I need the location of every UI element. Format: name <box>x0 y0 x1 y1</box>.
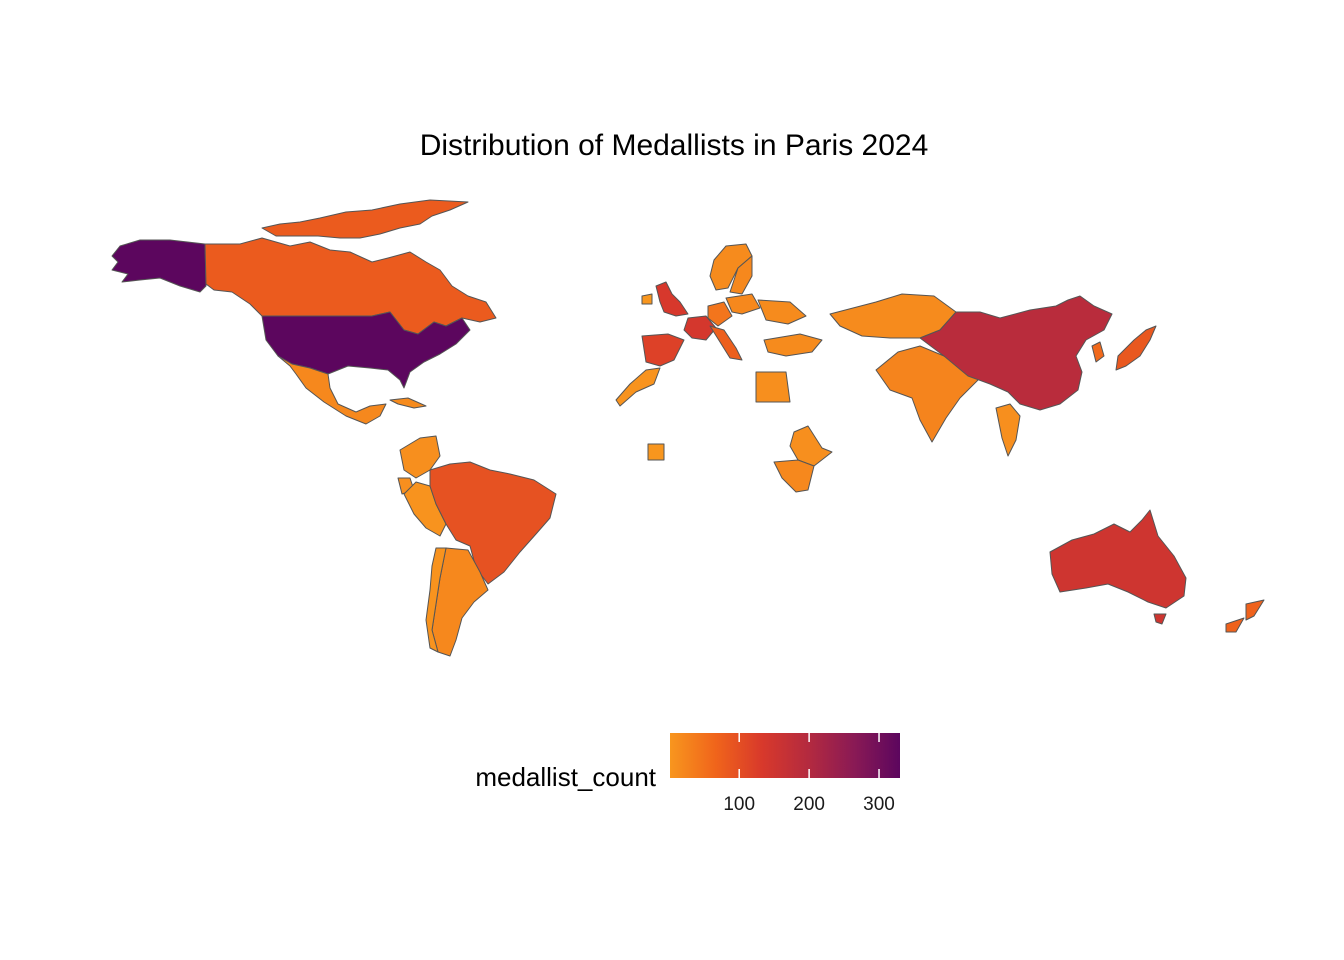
country-chile <box>425 547 447 653</box>
country-south-korea <box>1091 341 1105 363</box>
country-united-states-alaska <box>111 239 207 293</box>
country-brazil <box>429 461 557 585</box>
country-japan <box>1115 325 1157 371</box>
country-sweden <box>729 255 753 295</box>
country-australia-tasmania <box>1153 613 1167 625</box>
country-china <box>919 295 1113 411</box>
country-ireland <box>641 293 653 305</box>
country-cuba <box>389 397 427 409</box>
country-morocco <box>615 367 661 407</box>
legend-tick-label: 200 <box>793 794 825 815</box>
country-italy <box>709 325 743 361</box>
legend-color-bar <box>670 733 900 778</box>
legend-tick-label: 300 <box>863 794 895 815</box>
country-new-zealand <box>1225 599 1265 633</box>
legend-ticks: 100 200 300 <box>723 733 895 815</box>
legend-title: medallist_count <box>475 762 656 792</box>
country-united-kingdom <box>655 281 689 317</box>
countries-layer <box>111 199 1265 657</box>
country-turkey <box>763 333 823 357</box>
country-colombia <box>399 435 441 479</box>
country-mexico <box>277 355 387 425</box>
country-poland <box>725 293 761 315</box>
country-spain <box>641 333 685 367</box>
country-ethiopia <box>789 425 833 467</box>
country-france <box>683 315 717 341</box>
country-egypt <box>755 371 791 403</box>
country-india <box>875 345 979 443</box>
country-kenya <box>773 459 815 493</box>
country-ukraine <box>757 299 807 325</box>
country-germany <box>707 301 733 327</box>
map-title: Distribution of Medallists in Paris 2024 <box>420 129 929 162</box>
country-united-states <box>261 311 471 389</box>
country-australia <box>1049 509 1187 609</box>
color-legend: medallist_count 100 200 300 <box>475 733 900 815</box>
country-canada <box>204 199 497 335</box>
country-cape-verde <box>647 443 665 461</box>
country-thailand <box>995 403 1021 457</box>
legend-tick-label: 100 <box>723 794 755 815</box>
